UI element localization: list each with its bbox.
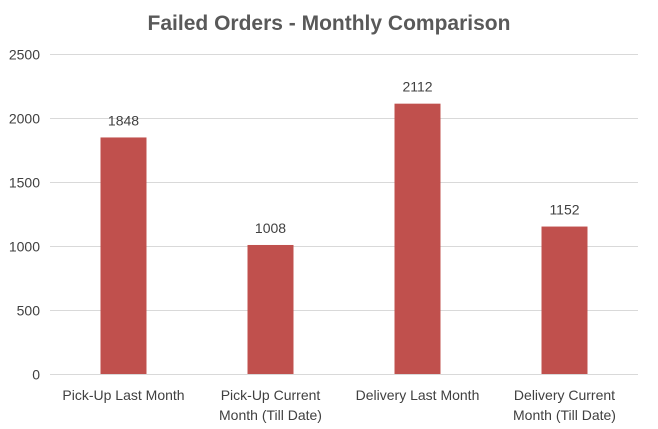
bar-value-label: 1008 [255, 220, 286, 236]
bar-value-label: 2112 [402, 79, 432, 95]
bar-value-label: 1848 [108, 112, 139, 128]
gridlines [50, 54, 638, 375]
x-category-label: Delivery Last Month [356, 387, 480, 403]
y-tick-label: 500 [17, 303, 41, 319]
x-category-label: Pick-Up Last Month [62, 387, 184, 403]
y-tick-label: 1500 [9, 175, 40, 191]
bar [247, 244, 294, 374]
bar [394, 103, 441, 374]
y-axis-ticks: 0 500 1000 1500 2000 2500 [9, 47, 40, 383]
chart-title: Failed Orders - Monthly Comparison [148, 12, 511, 35]
y-tick-label: 2500 [9, 47, 40, 63]
bar [100, 137, 147, 374]
x-category-label: Pick-Up Current Month (Till Date) [219, 387, 322, 423]
bars [100, 103, 588, 374]
bar-value-label: 1152 [549, 202, 579, 218]
y-tick-label: 2000 [9, 111, 40, 127]
bar [541, 226, 588, 374]
x-category-label: Delivery Current Month (Till Date) [513, 387, 616, 423]
y-tick-label: 0 [32, 367, 40, 383]
data-labels: 1848 1008 2112 1152 [108, 79, 580, 236]
y-tick-label: 1000 [9, 239, 40, 255]
category-labels: Pick-Up Last Month Pick-Up Current Month (… [62, 387, 616, 423]
